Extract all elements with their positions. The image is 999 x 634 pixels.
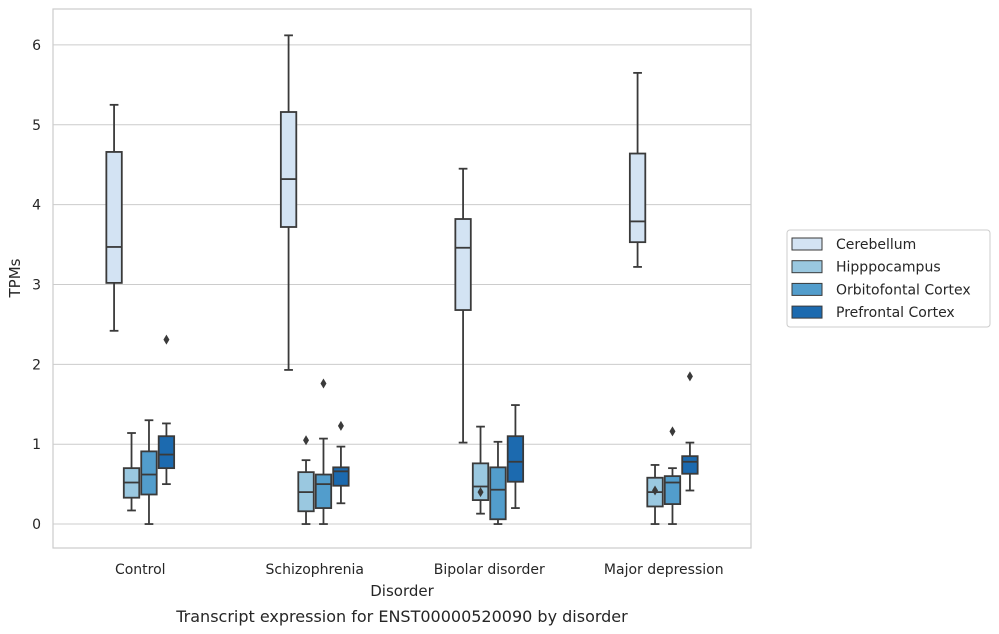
outlier-marker [320, 378, 327, 389]
box-iqr [681, 455, 699, 475]
grid-lines [53, 44, 751, 525]
box-1-2 [314, 378, 333, 525]
box-iqr [157, 435, 176, 470]
box-iqr [314, 473, 333, 509]
outlier-marker [337, 420, 344, 431]
outlier-marker [652, 485, 659, 496]
plot-frame [52, 8, 752, 549]
y-axis-label: TPMs [6, 258, 24, 298]
box-iqr [628, 152, 647, 244]
x-tick-labels: Control Schizophrenia Bipolar disorder Majo… [115, 562, 724, 578]
box-1-1 [297, 435, 315, 525]
box-3-0 [628, 71, 647, 268]
x-tick-label: Schizophrenia [266, 562, 364, 578]
box-groups [105, 34, 699, 525]
box-iqr [105, 151, 123, 284]
legend-swatch [791, 305, 823, 319]
box-iqr [506, 435, 525, 483]
x-tick-label: Bipolar disorder [434, 562, 545, 578]
box-2-1 [471, 425, 490, 515]
box-iqr [332, 466, 350, 487]
legend-swatch [791, 260, 823, 274]
x-axis-label: Disorder [370, 582, 434, 600]
outlier-marker [669, 426, 676, 437]
y-tick-label: 0 [32, 517, 41, 533]
box-1-0 [279, 34, 298, 371]
box-iqr [454, 218, 472, 311]
box-3-3 [681, 371, 699, 492]
box-iqr [663, 475, 682, 505]
outlier-marker [303, 435, 310, 446]
outlier-marker [686, 371, 693, 382]
y-tick-label: 3 [32, 277, 41, 293]
legend-entry: Hipppocampus [836, 260, 941, 276]
y-tick-label: 6 [32, 38, 41, 54]
y-tick-labels: 0 1 2 3 4 5 6 [32, 38, 41, 533]
box-2-0 [454, 167, 472, 444]
box-3-2 [663, 426, 682, 525]
y-tick-label: 4 [32, 198, 41, 214]
legend-swatch [791, 282, 823, 296]
legend-swatch [791, 237, 823, 251]
x-tick-label: Major depression [604, 562, 724, 578]
box-iqr [489, 466, 507, 521]
legend-frame [786, 229, 991, 328]
y-tick-label: 2 [32, 357, 41, 373]
box-iqr [471, 462, 490, 501]
legend-entry: Orbitofontal Cortex [836, 282, 971, 298]
box-0-3 [157, 334, 176, 486]
legend-entry: Cerebellum [836, 237, 916, 253]
outlier-marker [163, 334, 170, 345]
x-tick-label: Control [115, 562, 166, 578]
box-iqr [279, 111, 298, 228]
legend-entry: Prefrontal Cortex [836, 305, 955, 321]
box-iqr [140, 450, 158, 496]
box-0-2 [140, 419, 158, 525]
box-2-2 [489, 440, 507, 525]
box-2-3 [506, 404, 525, 509]
box-0-1 [122, 432, 141, 512]
y-tick-label: 1 [32, 437, 41, 453]
outlier-marker [477, 487, 484, 498]
box-3-1 [646, 464, 664, 525]
box-1-3 [332, 420, 350, 505]
y-tick-label: 5 [32, 118, 41, 134]
legend: Cerebellum Hipppocampus Orbitofontal Corte… [786, 229, 991, 328]
chart-title: Transcript expression for ENST0000052009… [175, 607, 628, 626]
box-0-0 [105, 103, 123, 332]
